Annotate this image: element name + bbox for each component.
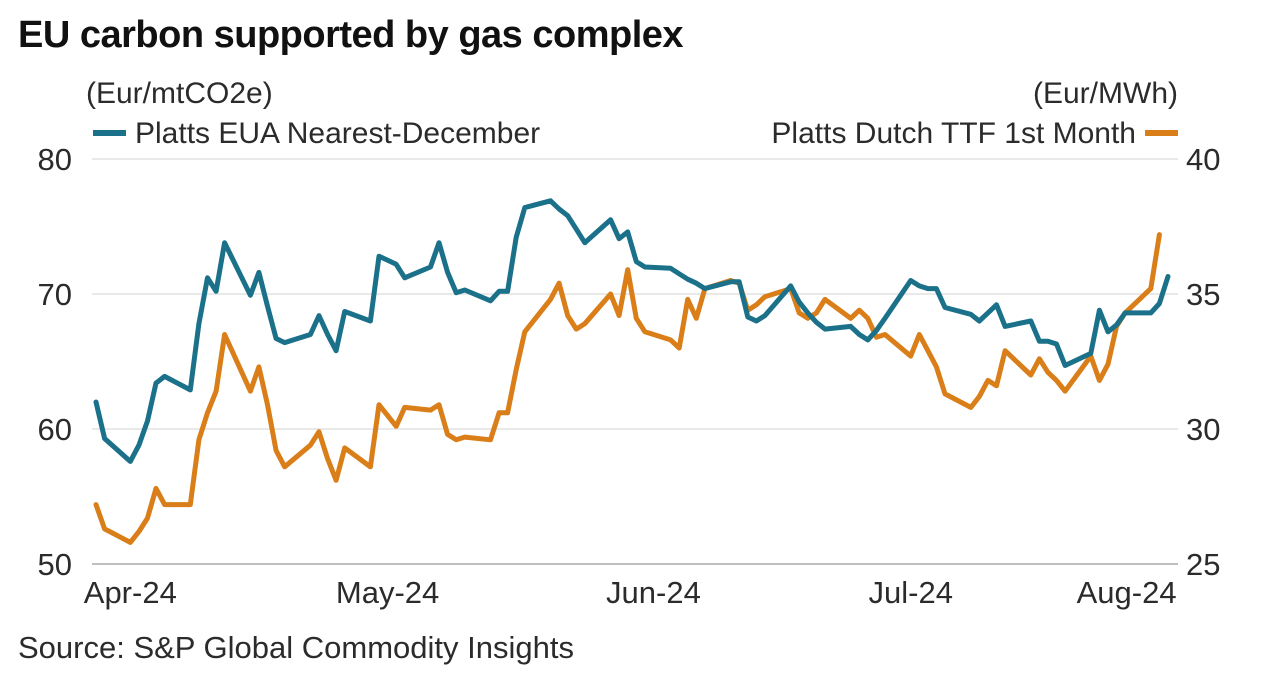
x-tick-label: Aug-24 [1077,575,1177,610]
legend-label-eua: Platts EUA Nearest-December [135,117,540,150]
series-line-ttf [93,232,1162,545]
chart-title: EU carbon supported by gas complex [18,14,684,56]
left-tick-label: 50 [38,547,72,582]
right-tick-label: 25 [1186,547,1220,582]
left-tick-label: 80 [38,142,72,177]
right-tick-label: 40 [1186,142,1220,177]
x-axis: Apr-24 May-24 Jun-24 Jul-24 Aug-24 [84,575,1177,610]
x-tick-label: Jul-24 [869,575,953,610]
left-tick-label: 60 [38,412,72,447]
left-tick-label: 70 [38,277,72,312]
x-tick-label: Apr-24 [84,575,177,610]
left-axis: 50 60 70 80 [38,142,72,582]
right-axis-unit: (Eur/MWh) [1033,77,1178,110]
right-tick-label: 35 [1186,277,1220,312]
right-axis: 25 30 35 40 [1186,142,1220,582]
legend: (Eur/mtCO2e) (Eur/MWh) Platts EUA Neares… [86,77,1178,150]
x-tick-label: Jun-24 [606,575,701,610]
right-tick-label: 30 [1186,412,1220,447]
series-layer [93,198,1171,545]
series-line-eua [93,198,1171,464]
source-note: Source: S&P Global Commodity Insights [18,630,574,665]
legend-label-ttf: Platts Dutch TTF 1st Month [771,117,1136,150]
x-tick-label: May-24 [336,575,439,610]
left-axis-unit: (Eur/mtCO2e) [86,77,273,110]
